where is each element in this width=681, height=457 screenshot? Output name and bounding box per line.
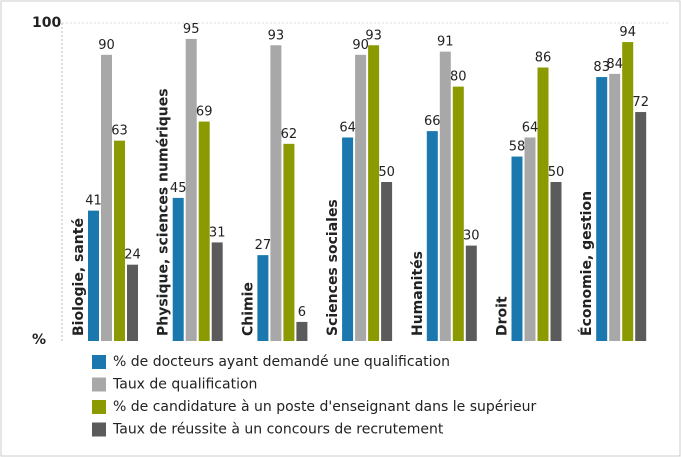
legend-swatch xyxy=(92,377,106,392)
bar xyxy=(622,42,634,341)
legend-label: % de docteurs ayant demandé une qualific… xyxy=(113,354,450,370)
bar xyxy=(185,38,197,342)
value-label: 50 xyxy=(548,165,565,180)
value-label: 45 xyxy=(170,181,187,196)
value-label: 64 xyxy=(522,120,539,135)
legend-label: Taux de qualification xyxy=(112,377,257,393)
bar xyxy=(211,242,223,341)
value-label: 93 xyxy=(365,28,382,43)
category-label: Chimie xyxy=(240,282,256,336)
value-label: 27 xyxy=(255,238,272,253)
bar xyxy=(296,321,308,341)
bar xyxy=(368,45,380,341)
bar xyxy=(635,112,647,341)
bar xyxy=(270,45,282,341)
bar xyxy=(88,210,99,341)
bar xyxy=(355,54,367,342)
value-label: 41 xyxy=(85,194,102,209)
value-label: 94 xyxy=(619,25,636,40)
value-label: 69 xyxy=(196,105,213,120)
legend-label: % de candidature à un poste d'enseignant… xyxy=(113,399,536,415)
y-axis-label: % xyxy=(32,332,46,348)
value-label: 58 xyxy=(509,140,526,155)
value-label: 86 xyxy=(535,51,552,66)
bar xyxy=(550,182,562,341)
value-label: 90 xyxy=(352,38,369,53)
bar xyxy=(511,156,523,341)
value-label: 91 xyxy=(437,35,454,50)
value-label: 30 xyxy=(463,229,480,244)
value-label: 24 xyxy=(124,248,141,263)
bar xyxy=(537,67,549,342)
value-label: 62 xyxy=(281,127,298,142)
bar xyxy=(452,86,464,341)
category-label: Droit xyxy=(495,296,511,336)
value-label: 72 xyxy=(632,95,649,110)
value-label: 6 xyxy=(298,305,306,320)
legend-label: Taux de réussite à un concours de recrut… xyxy=(112,422,444,438)
bar xyxy=(465,245,477,341)
bar xyxy=(439,51,451,342)
y-tick-label: 100 xyxy=(32,15,61,31)
category-label: Physique, sciences numériques xyxy=(156,88,172,336)
legend-swatch xyxy=(92,422,106,437)
bar xyxy=(101,54,112,342)
value-label: 64 xyxy=(339,120,356,135)
category-label: Sciences sociales xyxy=(325,199,341,336)
bar xyxy=(198,121,210,341)
value-label: 80 xyxy=(450,70,467,85)
bar xyxy=(114,140,125,341)
category-label: Humanités xyxy=(410,251,426,336)
value-label: 50 xyxy=(378,165,395,180)
bar xyxy=(524,137,536,341)
category-label: Biologie, santé xyxy=(71,218,87,336)
bar xyxy=(596,77,608,341)
value-label: 66 xyxy=(424,114,441,129)
legend-swatch xyxy=(92,355,106,369)
value-label: 90 xyxy=(98,38,115,53)
value-label: 84 xyxy=(606,57,623,72)
bar xyxy=(257,255,269,341)
legend-swatch xyxy=(92,400,106,414)
bar xyxy=(342,137,354,341)
bar xyxy=(426,131,438,341)
value-label: 95 xyxy=(183,22,200,37)
bar xyxy=(283,143,295,341)
bar xyxy=(381,182,393,341)
value-label: 63 xyxy=(111,124,128,139)
value-label: 31 xyxy=(209,225,226,240)
value-label: 83 xyxy=(593,60,610,75)
bar xyxy=(609,73,621,341)
bar xyxy=(172,197,184,341)
bar xyxy=(127,264,138,341)
value-label: 93 xyxy=(268,28,285,43)
category-label: Économie, gestion xyxy=(578,191,595,336)
